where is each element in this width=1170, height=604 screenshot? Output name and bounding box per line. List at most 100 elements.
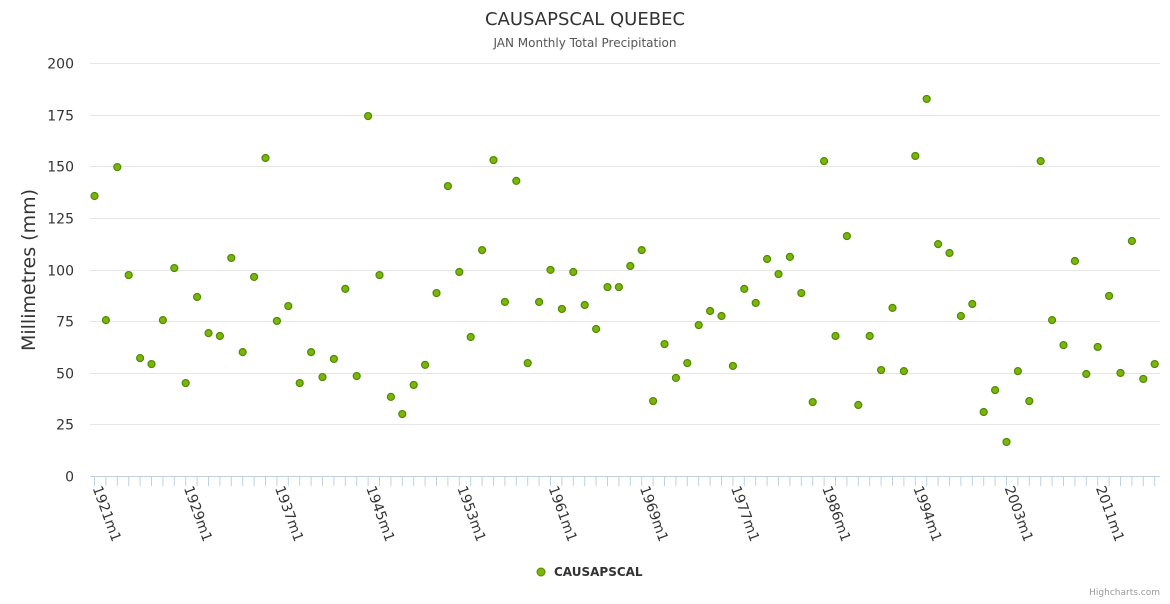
data-point [500, 297, 509, 307]
data-point [455, 267, 464, 277]
y-tick-label: 0 [65, 470, 74, 486]
data-point [717, 311, 726, 321]
data-point [341, 284, 350, 294]
data-point [1116, 368, 1125, 378]
grid-lines [90, 63, 1160, 425]
x-tick-label: 1986m1 [818, 484, 853, 544]
data-point [854, 400, 863, 410]
data-point [329, 354, 338, 364]
legend-item[interactable]: CAUSAPSCAL [536, 565, 643, 579]
data-point [432, 288, 441, 298]
y-tick-label: 175 [47, 109, 74, 125]
data-point [512, 176, 521, 186]
data-point [546, 265, 555, 275]
data-point [614, 282, 624, 292]
data-point [705, 306, 715, 316]
data-point [637, 245, 646, 255]
data-point [238, 348, 247, 357]
data-point [569, 267, 578, 277]
data-point [1150, 359, 1159, 369]
y-axis-ticks: 0 25 50 75 100 125 150 175 200 [47, 57, 74, 486]
data-point [1104, 291, 1114, 301]
data-point [671, 373, 681, 383]
data-point [136, 353, 145, 363]
data-point [318, 372, 327, 382]
data-point [933, 240, 943, 249]
data-point [1002, 437, 1011, 447]
data-point [603, 282, 612, 292]
data-point [648, 396, 658, 406]
data-point [409, 380, 418, 390]
data-point [421, 360, 430, 370]
data-point [90, 191, 99, 201]
data-point [968, 299, 977, 309]
chart-title: CAUSAPSCAL QUEBEC [485, 9, 685, 30]
data-point [386, 392, 395, 402]
data-point [1059, 340, 1068, 350]
data-point [751, 298, 760, 308]
data-point [979, 407, 988, 417]
data-point [113, 162, 122, 172]
y-tick-label: 100 [47, 264, 74, 280]
data-point [785, 252, 795, 262]
x-tick-label: 1969m1 [636, 484, 671, 544]
data-point [170, 263, 179, 273]
data-point [489, 155, 498, 165]
y-tick-label: 75 [56, 315, 74, 331]
y-axis-title: Millimetres (mm) [18, 189, 40, 351]
data-point [694, 320, 703, 330]
data-point [956, 311, 966, 321]
data-point [888, 303, 897, 313]
data-point [1139, 374, 1148, 384]
data-point [911, 151, 920, 161]
data-point [443, 181, 452, 191]
data-point [352, 371, 361, 381]
data-point [626, 261, 635, 271]
y-tick-label: 200 [47, 57, 74, 73]
data-point [215, 331, 224, 341]
y-tick-label: 25 [56, 418, 74, 434]
data-point [808, 397, 817, 407]
data-point [193, 292, 202, 302]
data-point [375, 270, 384, 280]
data-point [272, 316, 281, 326]
data-point [204, 329, 213, 338]
data-point [261, 153, 270, 163]
data-point [990, 385, 1000, 395]
y-tick-label: 150 [47, 160, 74, 176]
data-point [227, 253, 236, 263]
chart-subtitle: JAN Monthly Total Precipitation [492, 36, 676, 50]
data-point [580, 300, 589, 310]
x-tick-label: 2003m1 [1001, 484, 1036, 544]
data-point [534, 297, 544, 307]
legend-label: CAUSAPSCAL [554, 565, 643, 579]
data-point [728, 361, 738, 371]
legend-marker [536, 567, 546, 577]
data-point [398, 409, 407, 419]
data-point [523, 358, 532, 368]
x-tick-label: 2011m1 [1092, 484, 1127, 544]
x-tick-label: 1961m1 [545, 484, 580, 544]
x-tick-label: 1945m1 [362, 484, 397, 544]
data-point [250, 272, 259, 282]
x-axis: 1921m1 1929m1 1937m1 1945m1 1953m1 1961m1 1969… [89, 476, 1160, 544]
data-point [1013, 366, 1023, 376]
credits-link[interactable]: Highcharts.com [1089, 588, 1160, 598]
data-point [1082, 369, 1091, 379]
data-point [466, 332, 475, 342]
data-point [683, 358, 692, 368]
data-point [284, 301, 293, 311]
data-point [1025, 396, 1034, 406]
data-point [774, 269, 783, 279]
data-point [660, 339, 669, 349]
data-point [876, 365, 886, 375]
y-tick-label: 125 [47, 212, 74, 228]
data-point [740, 284, 749, 294]
x-tick-label: 1929m1 [180, 484, 215, 544]
data-point [762, 254, 772, 264]
x-tick-label: 1921m1 [89, 484, 124, 544]
x-tick-label: 1937m1 [271, 484, 306, 544]
data-point [1070, 256, 1080, 266]
data-point [307, 348, 316, 357]
